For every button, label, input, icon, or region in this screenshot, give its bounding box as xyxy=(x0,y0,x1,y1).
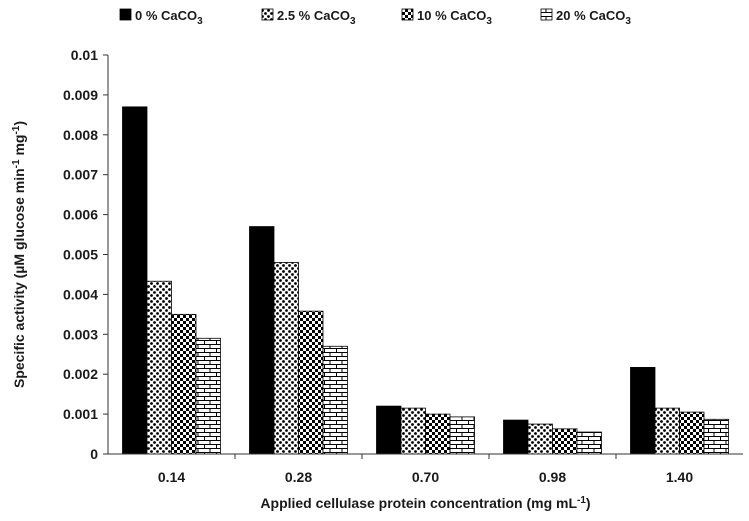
y-tick-label: 0.009 xyxy=(63,87,98,103)
legend: 0 % CaCO3 2.5 % CaCO3 10 % CaCO3 20 % CaCO3 xyxy=(119,8,631,27)
bar-dots-0.14 xyxy=(146,280,172,455)
bar-dots-0.28 xyxy=(273,262,299,455)
bar-solid-0.70 xyxy=(376,405,402,455)
legend-label: 0 % CaCO3 xyxy=(135,8,203,27)
bar-solid-1.40 xyxy=(630,367,656,455)
bar-dots-0.70 xyxy=(400,407,426,455)
y-tick-label: 0.001 xyxy=(63,406,98,422)
legend-swatch-checker xyxy=(401,8,414,21)
legend-swatch-brick xyxy=(540,8,553,21)
bar-brick-0.98 xyxy=(576,431,602,455)
y-tick-label: 0.005 xyxy=(63,247,98,263)
bar-checker-0.70 xyxy=(425,413,451,455)
bar-checker-1.40 xyxy=(679,411,705,455)
bar-solid-0.28 xyxy=(249,226,275,455)
x-tick-label: 1.40 xyxy=(666,469,693,485)
bar-checker-0.98 xyxy=(552,428,578,455)
x-tick-label: 0.14 xyxy=(158,469,185,485)
y-tick-label: 0 xyxy=(90,446,98,462)
x-tick-label: 0.70 xyxy=(412,469,439,485)
bar-brick-0.70 xyxy=(449,416,475,455)
y-tick-label: 0.007 xyxy=(63,167,98,183)
bar-brick-0.28 xyxy=(322,345,348,455)
bar-solid-0.14 xyxy=(122,106,148,455)
bar-dots-0.98 xyxy=(527,423,553,455)
y-tick-label: 0.01 xyxy=(71,47,98,63)
y-tick-label: 0.003 xyxy=(63,326,98,342)
y-tick-label: 0.008 xyxy=(63,127,98,143)
x-axis-title: Applied cellulase protein concentration … xyxy=(260,495,590,511)
legend-label: 20 % CaCO3 xyxy=(556,8,631,27)
bar-checker-0.28 xyxy=(298,310,324,455)
y-tick-label: 0.002 xyxy=(63,366,98,382)
y-axis-ticks: 0 0.001 0.002 0.003 0.004 0.005 0.006 0.007 0.00… xyxy=(63,47,108,462)
bar-dots-1.40 xyxy=(654,407,680,455)
x-axis-ticks: 0.14 0.28 0.70 0.98 1.40 xyxy=(158,454,693,485)
bars xyxy=(122,106,729,455)
legend-swatch-solid xyxy=(119,8,132,21)
bar-checker-0.14 xyxy=(171,313,197,455)
x-tick-label: 0.28 xyxy=(285,469,312,485)
legend-swatch-dots xyxy=(261,8,274,21)
y-axis-title: Specific activity (µM glucose min-1 mg-1… xyxy=(11,121,27,388)
legend-label: 2.5 % CaCO3 xyxy=(277,8,356,27)
bar-solid-0.98 xyxy=(503,419,529,455)
bar-brick-0.14 xyxy=(195,337,221,455)
bar-brick-1.40 xyxy=(703,418,729,455)
x-tick-label: 0.98 xyxy=(539,469,566,485)
y-tick-label: 0.006 xyxy=(63,207,98,223)
legend-label: 10 % CaCO3 xyxy=(417,8,492,27)
y-tick-label: 0.004 xyxy=(63,286,98,302)
